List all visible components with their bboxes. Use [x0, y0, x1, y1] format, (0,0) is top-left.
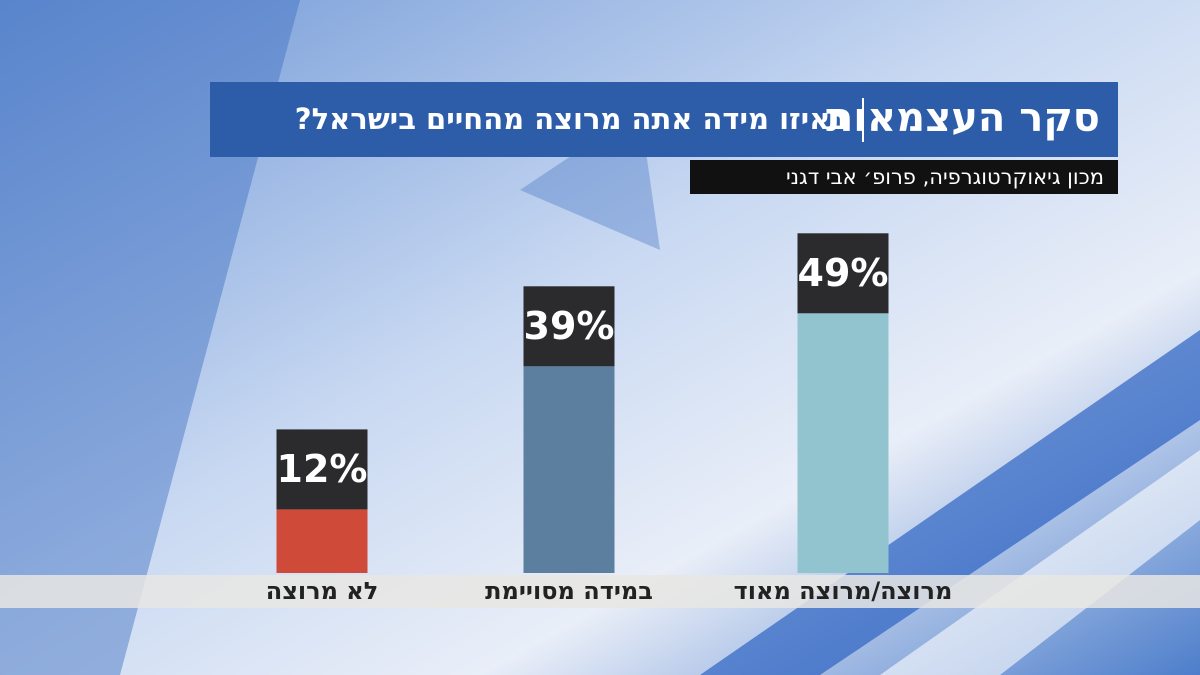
chart-title: סקר העצמאות — [826, 95, 1100, 141]
x-tick-label: במידה מסויימת — [485, 577, 653, 605]
value-box — [523, 286, 615, 367]
value-box — [797, 233, 889, 314]
value-label: 39% — [524, 304, 615, 348]
source: מכון גיאוקרטוגרפיה, פרופ׳ אבי דגני — [786, 165, 1104, 189]
title-bar — [210, 82, 1118, 157]
value-box — [276, 429, 368, 510]
value-label: 12% — [277, 447, 368, 491]
x-tick-label: לא מרוצה — [266, 577, 379, 605]
source-bar — [690, 160, 1118, 194]
chart-subtitle: באיזו מידה אתה מרוצה מהחיים בישראל? — [295, 102, 848, 136]
flag-stripe — [880, 450, 1200, 675]
bar — [276, 509, 368, 573]
x-tick-label: מרוצה/מרוצה מאוד — [734, 577, 953, 605]
bar — [523, 366, 615, 573]
flag-shade — [0, 0, 300, 675]
bar — [797, 313, 889, 573]
label-strip — [0, 575, 1200, 608]
value-label: 49% — [798, 251, 889, 295]
